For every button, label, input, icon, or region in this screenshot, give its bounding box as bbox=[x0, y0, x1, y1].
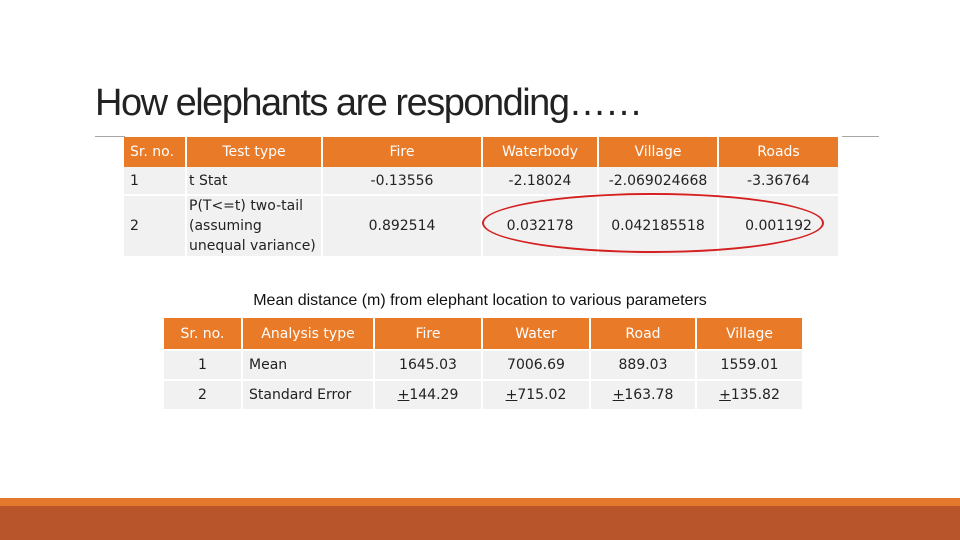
cell-fire: -0.13556 bbox=[322, 167, 483, 196]
plus-minus-sign: + bbox=[397, 387, 410, 403]
header-waterbody: Waterbody bbox=[482, 137, 599, 167]
ttest-header-row: Sr. no. Test type Fire Waterbody Village… bbox=[124, 137, 838, 167]
cell-village: +135.82 bbox=[696, 379, 802, 409]
cell-road: +163.78 bbox=[590, 379, 697, 409]
cell-sr-no: 1 bbox=[164, 349, 243, 380]
header-sr-no: Sr. no. bbox=[164, 318, 243, 350]
cell-roads: -3.36764 bbox=[718, 167, 838, 196]
distance-table: Sr. no. Analysis type Fire Water Road Vi… bbox=[164, 318, 802, 409]
cell-water: +715.02 bbox=[482, 379, 591, 409]
cell-fire: 1645.03 bbox=[374, 349, 483, 380]
cell-analysis-type: Standard Error bbox=[242, 379, 375, 409]
header-test-type: Test type bbox=[186, 137, 323, 167]
cell-waterbody: -2.18024 bbox=[482, 167, 599, 196]
cell-test-type: P(T<=t) two-tail (assuming unequal varia… bbox=[186, 195, 323, 256]
distance-header-row: Sr. no. Analysis type Fire Water Road Vi… bbox=[164, 318, 802, 350]
header-fire: Fire bbox=[322, 137, 483, 167]
cell-village: -2.069024668 bbox=[598, 167, 719, 196]
plus-minus-sign: + bbox=[612, 387, 625, 403]
slide-title: How elephants are responding…… bbox=[95, 82, 643, 124]
cell-value: 135.82 bbox=[730, 387, 780, 403]
table-row: 1 t Stat -0.13556 -2.18024 -2.069024668 … bbox=[124, 167, 838, 196]
cell-fire: +144.29 bbox=[374, 379, 483, 409]
header-road: Road bbox=[590, 318, 697, 350]
footer-accent-stripe bbox=[0, 498, 960, 506]
table-caption: Mean distance (m) from elephant location… bbox=[253, 292, 707, 309]
highlight-ellipse bbox=[482, 193, 824, 253]
cell-value: 715.02 bbox=[517, 387, 567, 403]
header-analysis-type: Analysis type bbox=[242, 318, 375, 350]
cell-village: 1559.01 bbox=[696, 349, 802, 380]
header-sr-no: Sr. no. bbox=[124, 137, 187, 167]
header-village: Village bbox=[598, 137, 719, 167]
header-roads: Roads bbox=[718, 137, 838, 167]
cell-test-type: t Stat bbox=[186, 167, 323, 196]
header-fire: Fire bbox=[374, 318, 483, 350]
cell-sr-no: 1 bbox=[124, 167, 187, 196]
plus-minus-sign: + bbox=[505, 387, 518, 403]
cell-value: 144.29 bbox=[409, 387, 459, 403]
cell-fire: 0.892514 bbox=[322, 195, 483, 256]
table-row: 1 Mean 1645.03 7006.69 889.03 1559.01 bbox=[164, 349, 802, 380]
header-village: Village bbox=[696, 318, 802, 350]
header-water: Water bbox=[482, 318, 591, 350]
plus-minus-sign: + bbox=[719, 387, 731, 403]
cell-analysis-type: Mean bbox=[242, 349, 375, 380]
cell-sr-no: 2 bbox=[164, 379, 243, 409]
cell-sr-no: 2 bbox=[124, 195, 187, 256]
table-row: 2 Standard Error +144.29 +715.02 +163.78… bbox=[164, 379, 802, 409]
cell-water: 7006.69 bbox=[482, 349, 591, 380]
title-underline-left bbox=[95, 136, 125, 137]
cell-road: 889.03 bbox=[590, 349, 697, 380]
cell-value: 163.78 bbox=[624, 387, 674, 403]
title-underline-right bbox=[842, 136, 879, 137]
